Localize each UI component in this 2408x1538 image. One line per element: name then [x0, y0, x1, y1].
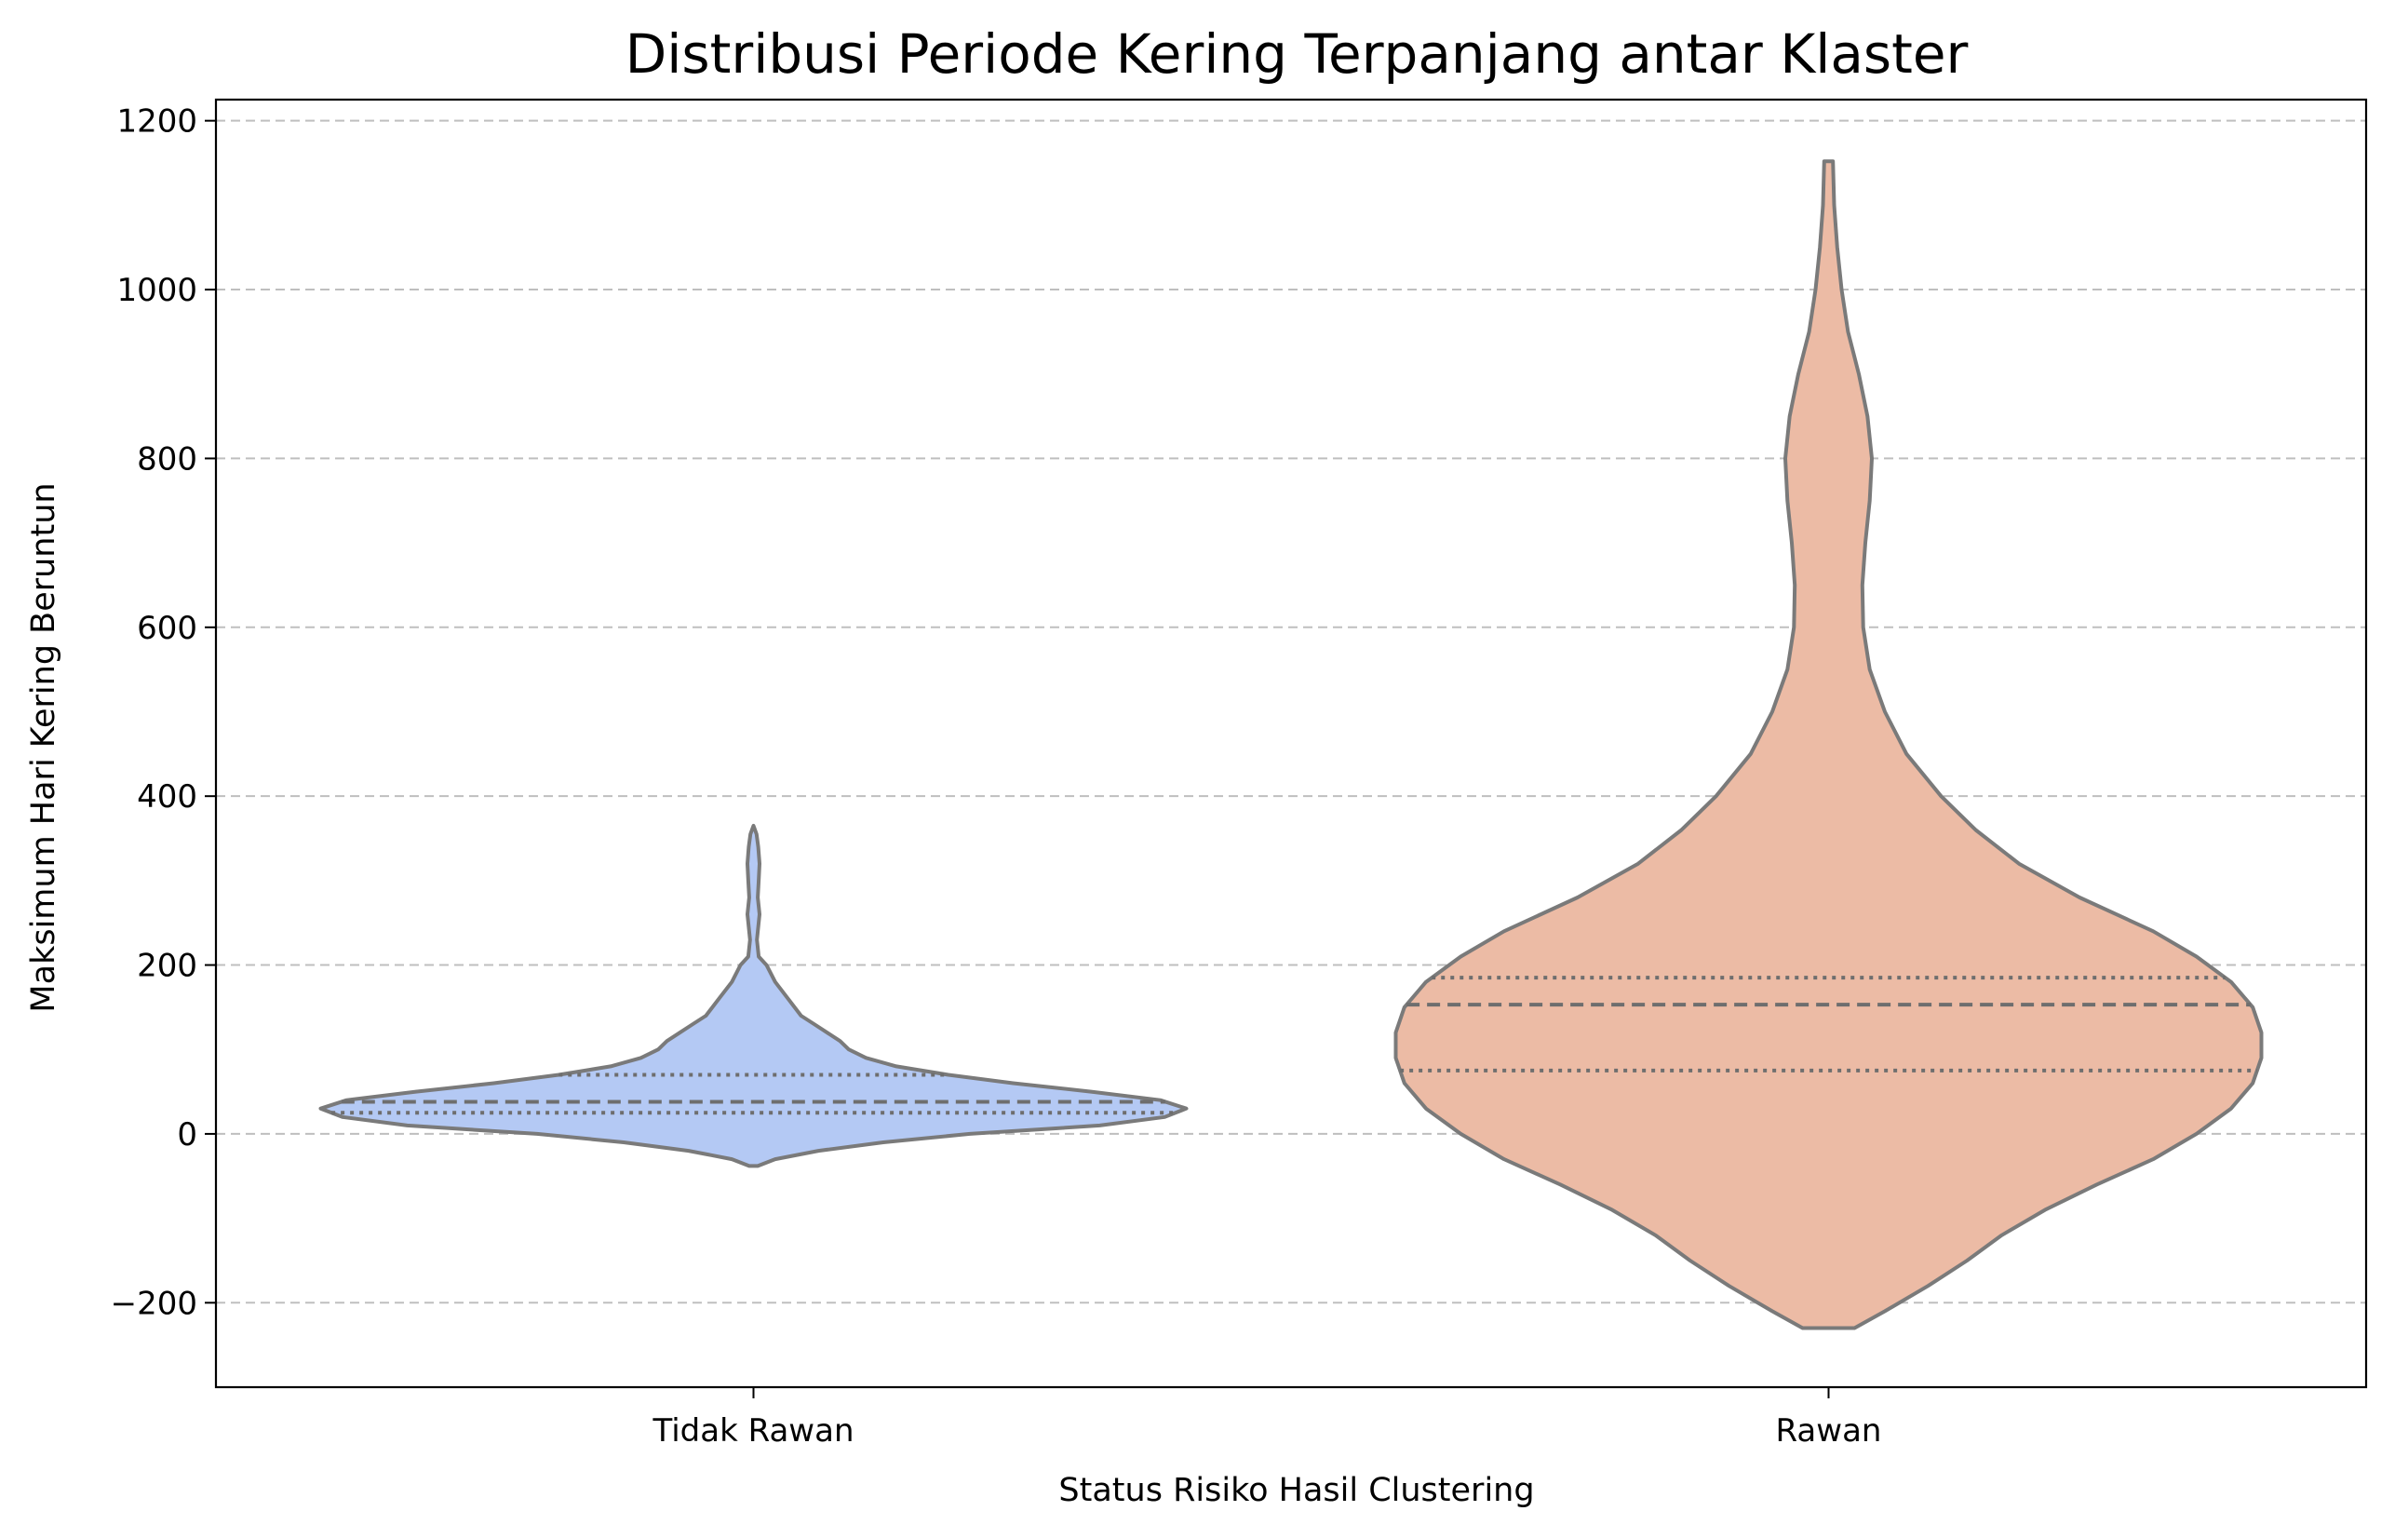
- y-tick-label: 400: [137, 778, 197, 816]
- x-axis-label: Status Risiko Hasil Clustering: [1058, 1472, 1534, 1509]
- y-axis-label: Maksimum Hari Kering Beruntun: [25, 482, 62, 1012]
- axes-frame: [214, 98, 2368, 1389]
- y-axis-ticks: −200 0 200 400 600 800 1000 1200: [111, 103, 216, 1322]
- violin-body: [318, 823, 1189, 1168]
- y-tick-label: 800: [137, 440, 197, 478]
- y-tick-label: 600: [137, 610, 197, 647]
- violin-body: [1393, 159, 2264, 1330]
- violins: [318, 159, 2264, 1330]
- y-tick-label: 1000: [116, 272, 197, 309]
- y-tick-label: 200: [137, 948, 197, 985]
- chart-title: Distribusi Periode Kering Terpanjang ant…: [626, 22, 1969, 86]
- y-tick-label: −200: [111, 1285, 197, 1322]
- x-tick-label: Rawan: [1776, 1412, 1882, 1450]
- y-tick-label: 1200: [116, 103, 197, 141]
- x-axis-ticks: Tidak Rawan Rawan: [652, 1387, 1882, 1450]
- x-tick-label: Tidak Rawan: [652, 1412, 854, 1450]
- y-tick-label: 0: [177, 1116, 197, 1154]
